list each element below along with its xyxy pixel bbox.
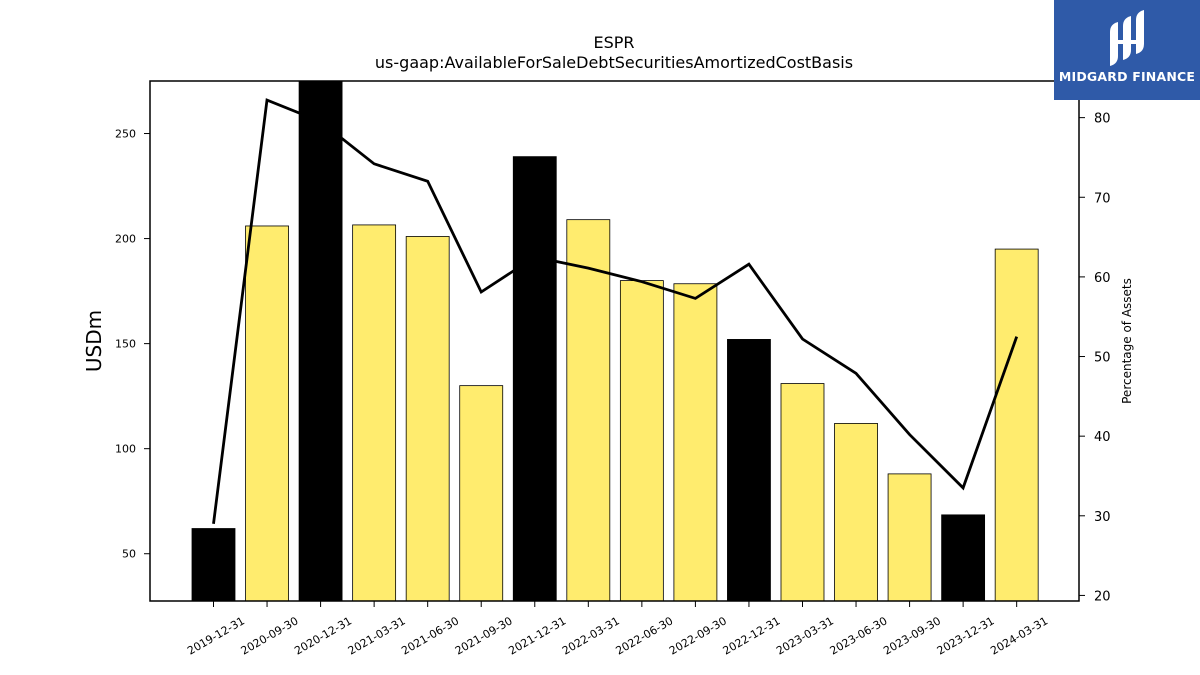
y-tick-label: 250	[115, 128, 136, 141]
y-tick-label: 50	[122, 548, 136, 561]
bar-2021-06-30	[405, 236, 450, 602]
bar-2020-09-30	[245, 225, 289, 602]
midgard-logo-icon	[1110, 10, 1144, 66]
x-tick-label: 2019-12-31	[185, 614, 247, 657]
x-tick-label: 2022-06-30	[613, 614, 675, 657]
bar-2023-12-31	[941, 514, 986, 602]
x-tick-label: 2023-06-30	[828, 614, 890, 657]
y2-axis-label: Percentage of Assets	[1120, 278, 1134, 404]
y2-tick-label: 50	[1094, 351, 1111, 366]
line-series-percentage-of-assets	[212, 98, 1019, 524]
x-tick-label: 2021-12-31	[506, 614, 568, 657]
x-axis: 2019-12-312020-09-302020-12-312021-03-31…	[185, 601, 1050, 658]
line-group	[212, 98, 1019, 524]
y-tick-label: 200	[115, 233, 136, 246]
y2-tick-label: 30	[1094, 510, 1111, 525]
left-axis: 50 100 150 200 250	[115, 128, 150, 561]
x-tick-label: 2022-12-31	[721, 614, 783, 657]
y2-tick-label: 80	[1094, 112, 1111, 127]
x-tick-label: 2022-09-30	[667, 614, 729, 657]
bar-2023-06-30	[834, 423, 878, 602]
bar-2022-09-30	[673, 283, 718, 602]
x-tick-label: 2020-09-30	[239, 614, 301, 657]
bar-2019-12-31	[191, 528, 236, 602]
y-tick-label: 100	[115, 443, 136, 456]
y2-tick-label: 60	[1094, 271, 1111, 286]
bar-2022-06-30	[619, 280, 664, 602]
x-tick-label: 2022-03-31	[560, 614, 622, 657]
y2-tick-label: 70	[1094, 191, 1111, 206]
right-axis: 20 30 40 50 60 70 80	[1079, 112, 1111, 604]
logo: MIDGARD FINANCE	[1054, 0, 1200, 100]
bar-2021-03-31	[352, 224, 397, 602]
bar-2023-09-30	[887, 473, 932, 602]
x-tick-label: 2021-03-31	[346, 614, 408, 657]
bar-2021-09-30	[459, 385, 504, 602]
y2-tick-label: 40	[1094, 430, 1111, 445]
x-tick-label: 2020-12-31	[292, 614, 354, 657]
bar-2021-12-31	[512, 156, 557, 602]
bar-2020-12-31	[298, 80, 343, 602]
bar-2022-03-31	[566, 219, 611, 602]
bar-2022-12-31	[727, 339, 771, 602]
chart-subtitle: us-gaap:AvailableForSaleDebtSecuritiesAm…	[375, 53, 853, 72]
y-axis-label: USDm	[82, 310, 106, 372]
bar-2023-03-31	[780, 383, 825, 602]
y2-tick-label: 20	[1094, 589, 1111, 604]
x-tick-label: 2024-03-31	[988, 614, 1050, 657]
plot-frame	[149, 80, 1080, 602]
bar-2024-03-31	[994, 248, 1039, 602]
x-tick-label: 2023-03-31	[774, 614, 836, 657]
x-tick-label: 2021-06-30	[399, 614, 461, 657]
x-tick-label: 2023-09-30	[881, 614, 943, 657]
logo-text: MIDGARD FINANCE	[1058, 69, 1196, 84]
bars-group	[191, 80, 1039, 602]
chart-title: ESPR	[593, 33, 634, 52]
y-tick-label: 150	[115, 338, 136, 351]
x-tick-label: 2023-12-31	[935, 614, 997, 657]
x-tick-label: 2021-09-30	[453, 614, 515, 657]
